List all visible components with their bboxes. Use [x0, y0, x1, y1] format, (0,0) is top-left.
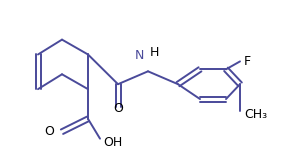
- Text: CH₃: CH₃: [244, 108, 267, 121]
- Text: N: N: [135, 49, 144, 62]
- Text: O: O: [44, 125, 54, 138]
- Text: O: O: [113, 102, 123, 115]
- Text: F: F: [244, 55, 251, 68]
- Text: OH: OH: [103, 136, 122, 149]
- Text: H: H: [150, 46, 159, 59]
